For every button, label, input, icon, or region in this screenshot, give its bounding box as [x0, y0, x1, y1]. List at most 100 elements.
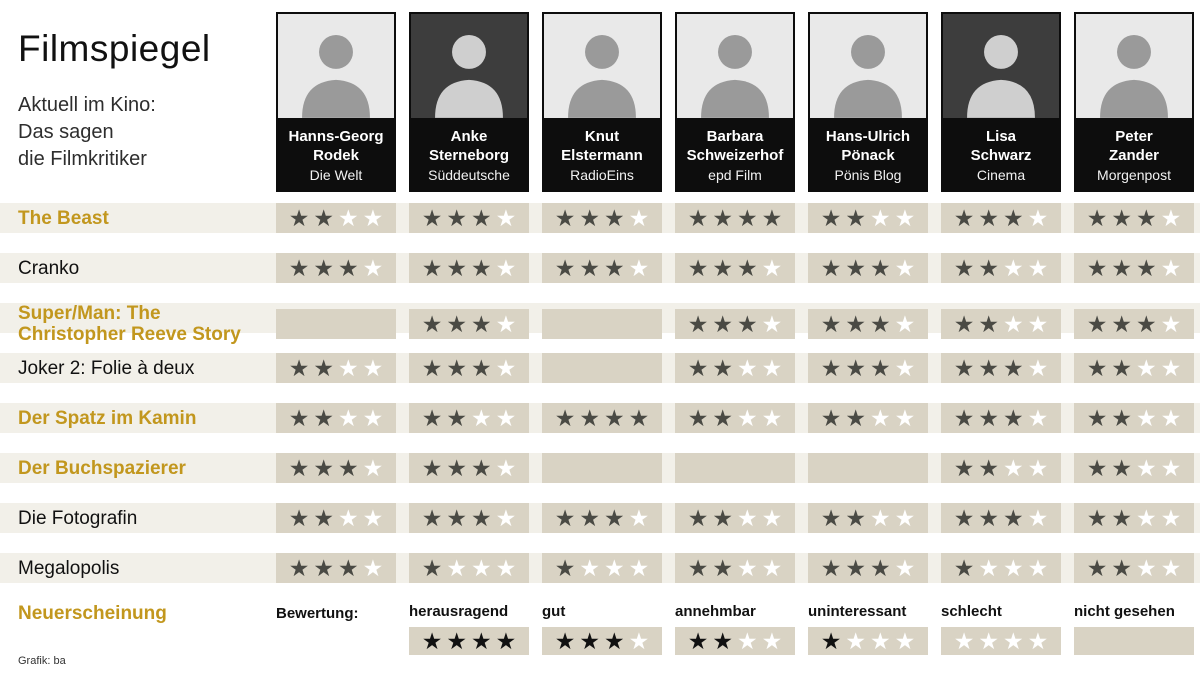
star-empty-icon: ★	[1027, 310, 1049, 337]
star-empty-icon: ★	[737, 354, 758, 381]
star-filled-icon: ★	[1003, 354, 1024, 381]
rating-cell: ★ ★ ★ ★	[808, 503, 928, 533]
star-empty-icon: ★	[737, 554, 758, 581]
star-filled-icon: ★	[421, 504, 443, 531]
rating-cell: ★ ★ ★ ★	[675, 203, 795, 233]
star-empty-icon: ★	[761, 310, 783, 337]
star-empty-icon: ★	[894, 310, 916, 337]
star-filled-icon: ★	[471, 310, 492, 337]
legend-scale-label: annehmbar	[675, 603, 756, 620]
star-empty-icon: ★	[761, 354, 783, 381]
star-empty-icon: ★	[495, 354, 517, 381]
star-filled-icon: ★	[953, 310, 975, 337]
star-filled-icon: ★	[604, 504, 625, 531]
movie-row: Die Fotografin ★ ★ ★ ★ ★ ★ ★ ★ ★ ★ ★ ★ ★ ★ ★ ★ ★ ★ ★ ★ ★ ★ ★ ★ ★ ★…	[0, 503, 1200, 533]
star-filled-icon: ★	[687, 627, 709, 654]
critic-name: Pönack	[841, 146, 895, 164]
critic-column: Knut Elstermann RadioEins	[542, 0, 662, 192]
star-empty-icon: ★	[894, 504, 916, 531]
movie-title: Super/Man: The Christopher Reeve Story	[18, 303, 241, 345]
star-filled-icon: ★	[978, 310, 999, 337]
rating-cell: ★ ★ ★ ★	[542, 253, 662, 283]
star-filled-icon: ★	[953, 254, 975, 281]
critic-nameplate: Barbara Schweizerhof epd Film	[675, 120, 795, 192]
star-empty-icon: ★	[978, 554, 999, 581]
rating-cell: ★ ★ ★ ★	[409, 403, 529, 433]
rating-cell: ★ ★ ★ ★	[542, 627, 662, 655]
critic-outlet: Morgenpost	[1097, 166, 1171, 183]
person-silhouette-icon	[834, 35, 902, 118]
star-filled-icon: ★	[978, 204, 999, 231]
critic-photo	[675, 12, 795, 120]
star-filled-icon: ★	[471, 504, 492, 531]
rating-cell: ★ ★ ★ ★	[276, 403, 396, 433]
star-filled-icon: ★	[446, 204, 467, 231]
star-empty-icon: ★	[870, 627, 891, 654]
critic-name: Schweizerhof	[686, 146, 784, 164]
rating-cell: ★ ★ ★ ★	[1074, 203, 1194, 233]
star-filled-icon: ★	[712, 504, 733, 531]
star-empty-icon: ★	[870, 204, 891, 231]
critic-photo	[409, 12, 529, 120]
star-filled-icon: ★	[978, 354, 999, 381]
star-filled-icon: ★	[687, 310, 709, 337]
critic-outlet: RadioEins	[570, 166, 634, 183]
star-filled-icon: ★	[288, 454, 310, 481]
critic-outlet: Süddeutsche	[428, 166, 510, 183]
star-filled-icon: ★	[978, 454, 999, 481]
star-filled-icon: ★	[953, 354, 975, 381]
star-filled-icon: ★	[338, 554, 359, 581]
star-filled-icon: ★	[712, 254, 733, 281]
star-filled-icon: ★	[1086, 454, 1108, 481]
star-empty-icon: ★	[1160, 254, 1182, 281]
star-filled-icon: ★	[820, 504, 842, 531]
star-empty-icon: ★	[1160, 504, 1182, 531]
star-empty-icon: ★	[761, 254, 783, 281]
critic-nameplate: Anke Sterneborg Süddeutsche	[409, 120, 529, 192]
star-empty-icon: ★	[495, 254, 517, 281]
star-filled-icon: ★	[604, 627, 625, 654]
star-filled-icon: ★	[953, 554, 975, 581]
rating-cell: ★ ★ ★ ★	[675, 627, 795, 655]
star-empty-icon: ★	[1003, 554, 1024, 581]
star-filled-icon: ★	[471, 354, 492, 381]
star-filled-icon: ★	[1086, 254, 1108, 281]
star-filled-icon: ★	[554, 204, 576, 231]
subtitle-line: Das sagen	[18, 121, 114, 143]
critic-name: Hans-Ulrich	[825, 128, 911, 145]
star-empty-icon: ★	[737, 627, 758, 654]
rating-cell: ★ ★ ★ ★	[808, 403, 928, 433]
star-filled-icon: ★	[1136, 204, 1157, 231]
header-row: Filmspiegel Aktuell im Kino: Das sagen d…	[0, 0, 1200, 192]
rating-cell: ★ ★ ★ ★	[276, 553, 396, 583]
star-empty-icon: ★	[1136, 454, 1157, 481]
rating-cell: ★ ★ ★ ★	[276, 453, 396, 483]
movie-title: Joker 2: Folie à deux	[18, 357, 195, 379]
star-filled-icon: ★	[1111, 310, 1132, 337]
rating-cell: ★ ★ ★ ★	[675, 353, 795, 383]
star-empty-icon: ★	[870, 404, 891, 431]
star-filled-icon: ★	[579, 627, 600, 654]
critic-photo	[542, 12, 662, 120]
star-empty-icon: ★	[338, 504, 359, 531]
legend-scale-item: annehmbar ★ ★ ★ ★	[675, 603, 795, 655]
critic-name: Zander	[1108, 146, 1159, 164]
star-filled-icon: ★	[288, 554, 310, 581]
new-release-legend-label: Neuerscheinung	[18, 603, 167, 624]
rating-cell: ★ ★ ★ ★	[808, 353, 928, 383]
critic-name: Rodek	[313, 146, 359, 164]
critic-outlet: Pönis Blog	[834, 166, 902, 183]
critic-column: Hans-Ulrich Pönack Pönis Blog	[808, 0, 928, 192]
star-filled-icon: ★	[1086, 310, 1108, 337]
critic-column: Anke Sterneborg Süddeutsche	[409, 0, 529, 192]
person-silhouette-icon	[1100, 35, 1168, 118]
star-filled-icon: ★	[446, 454, 467, 481]
star-empty-icon: ★	[362, 254, 384, 281]
star-empty-icon: ★	[894, 627, 916, 654]
rating-cell: ★ ★ ★ ★	[542, 503, 662, 533]
star-empty-icon: ★	[953, 627, 975, 654]
rating-cell: ★ ★ ★ ★	[941, 403, 1061, 433]
star-filled-icon: ★	[1111, 354, 1132, 381]
star-filled-icon: ★	[870, 354, 891, 381]
star-filled-icon: ★	[604, 254, 625, 281]
